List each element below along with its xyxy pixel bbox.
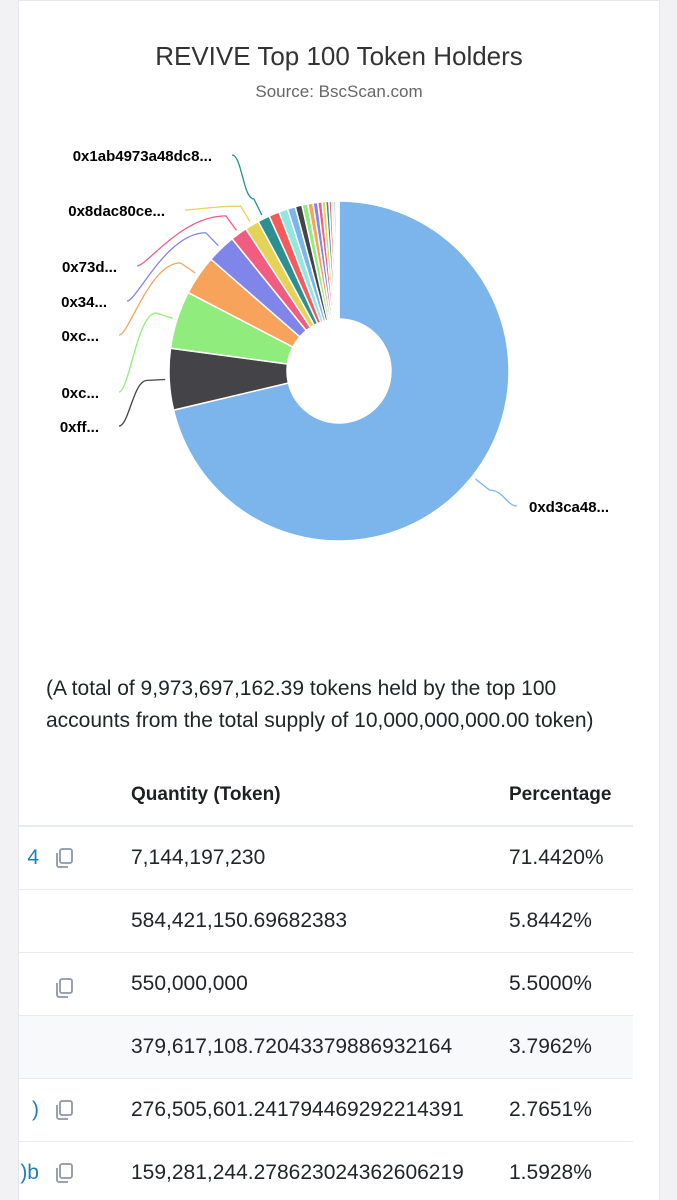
supply-summary: (A total of 9,973,697,162.39 tokens held… (46, 673, 646, 737)
pie-label: 0xd3ca48... (529, 499, 609, 516)
pie-label: 0x73d... (62, 259, 117, 276)
holder-address-cell (19, 890, 131, 953)
holder-address-link[interactable]: 4 (19, 846, 39, 870)
holder-address-cell: 4 (19, 826, 131, 890)
percentage-cell: 71.4420% (509, 826, 633, 890)
pie-slice[interactable] (337, 201, 339, 319)
percentage-header: Percentage (509, 765, 633, 826)
holder-address: ) (19, 1098, 75, 1122)
pie-label: 0xff... (60, 419, 99, 436)
quantity-header: Quantity (Token) (131, 765, 509, 826)
quantity-cell: 584,421,150.69682383 (131, 890, 509, 953)
pie-leader-line (119, 379, 165, 426)
copy-icon[interactable] (53, 977, 75, 999)
pie-chart: 0xd3ca48... 0xff... 0xc... 0xc... 0x34... 0x7… (19, 1, 659, 641)
quantity-cell: 7,144,197,230 (131, 826, 509, 890)
percentage-cell: 1.5928% (509, 1142, 633, 1200)
pie-label: 0x1ab4973a48dc8... (73, 148, 212, 165)
percentage-cell: 3.7962% (509, 1016, 633, 1079)
copy-icon[interactable] (53, 1099, 75, 1121)
percentage-cell: 5.8442% (509, 890, 633, 953)
percentage-cell: 2.7651% (509, 1079, 633, 1142)
holder-address: 4 (19, 846, 75, 870)
percentage-cell: 5.5000% (509, 953, 633, 1016)
pie-slices (169, 201, 509, 541)
quantity-cell: 379,617,108.72043379886932164 (131, 1016, 509, 1079)
pie-leader-line (185, 206, 250, 221)
quantity-cell: 159,281,244.278623024362606219 (131, 1142, 509, 1200)
table-header-row: Quantity (Token) Percentage (19, 765, 633, 826)
pie-label: 0x34... (61, 294, 107, 311)
holders-table: Quantity (Token) Percentage 4 7,144,197,2… (19, 765, 633, 1200)
holder-address (19, 977, 75, 999)
holder-address-link[interactable]: )b (19, 1161, 39, 1185)
pie-label: 0xc... (61, 385, 99, 402)
copy-icon[interactable] (53, 847, 75, 869)
holder-address-cell: ) (19, 1079, 131, 1142)
holders-card: REVIVE Top 100 Token Holders Source: Bsc… (18, 0, 660, 1200)
holder-address-cell (19, 1016, 131, 1079)
address-header (19, 765, 131, 826)
holder-address-link[interactable]: ) (19, 1098, 39, 1122)
pie-label: 0x8dac80ce... (68, 203, 165, 220)
quantity-cell: 276,505,601.241794469292214391 (131, 1079, 509, 1142)
pie-label: 0xc... (61, 328, 99, 345)
quantity-cell: 550,000,000 (131, 953, 509, 1016)
copy-icon[interactable] (53, 1162, 75, 1184)
holder-address-cell: )b (19, 1142, 131, 1200)
holder-address: )b (19, 1161, 75, 1185)
holder-address-cell (19, 953, 131, 1016)
pie-leader-line (475, 479, 517, 506)
